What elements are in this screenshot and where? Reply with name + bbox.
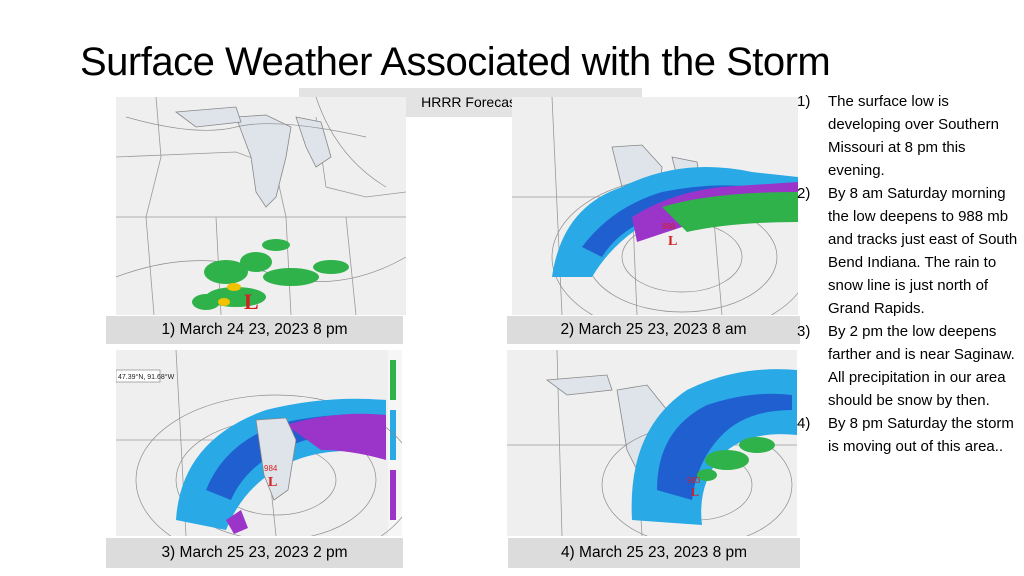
note-item: 1) The surface low is developing over So… xyxy=(797,90,1019,182)
low-pressure-value: 984 xyxy=(264,464,278,473)
map-caption-1: 1) March 24 23, 2023 8 pm xyxy=(106,316,403,344)
note-text: By 2 pm the low deepens farther and is n… xyxy=(828,323,1015,409)
note-text: By 8 pm Saturday the storm is moving out… xyxy=(828,415,1014,455)
note-item: 2) By 8 am Saturday morning the low deep… xyxy=(797,182,1019,320)
low-pressure-value: 988 xyxy=(662,222,676,231)
note-number: 3) xyxy=(797,323,811,340)
note-text: By 8 am Saturday morning the low deepens… xyxy=(828,185,1018,317)
note-number: 4) xyxy=(797,415,811,432)
forecast-notes: 1) The surface low is developing over So… xyxy=(797,90,1019,458)
note-number: 2) xyxy=(797,185,811,202)
note-text: The surface low is developing over South… xyxy=(828,93,999,179)
forecast-map-3: 47.39°N, 91.68°W 984 L xyxy=(116,350,402,536)
note-item: 3) By 2 pm the low deepens farther and i… xyxy=(797,320,1019,412)
low-pressure-marker: L xyxy=(691,485,699,499)
low-pressure-value: 983 xyxy=(687,476,701,485)
map-caption-2: 2) March 25 23, 2023 8 am xyxy=(507,316,800,344)
map-caption-4: 4) March 25 23, 2023 8 pm xyxy=(508,538,800,568)
forecast-map-4: 983 L xyxy=(507,350,797,536)
note-item: 4) By 8 pm Saturday the storm is moving … xyxy=(797,412,1019,458)
low-pressure-marker: L xyxy=(244,289,259,314)
low-pressure-marker: L xyxy=(668,234,677,249)
forecast-map-1: L xyxy=(116,97,406,315)
coordinate-readout: 47.39°N, 91.68°W xyxy=(118,373,175,381)
low-pressure-marker: L xyxy=(268,475,277,490)
map-caption-3: 3) March 25 23, 2023 2 pm xyxy=(106,538,403,568)
slide-title: Surface Weather Associated with the Stor… xyxy=(80,40,831,84)
forecast-map-2: 988 L xyxy=(512,97,798,315)
note-number: 1) xyxy=(797,93,811,110)
